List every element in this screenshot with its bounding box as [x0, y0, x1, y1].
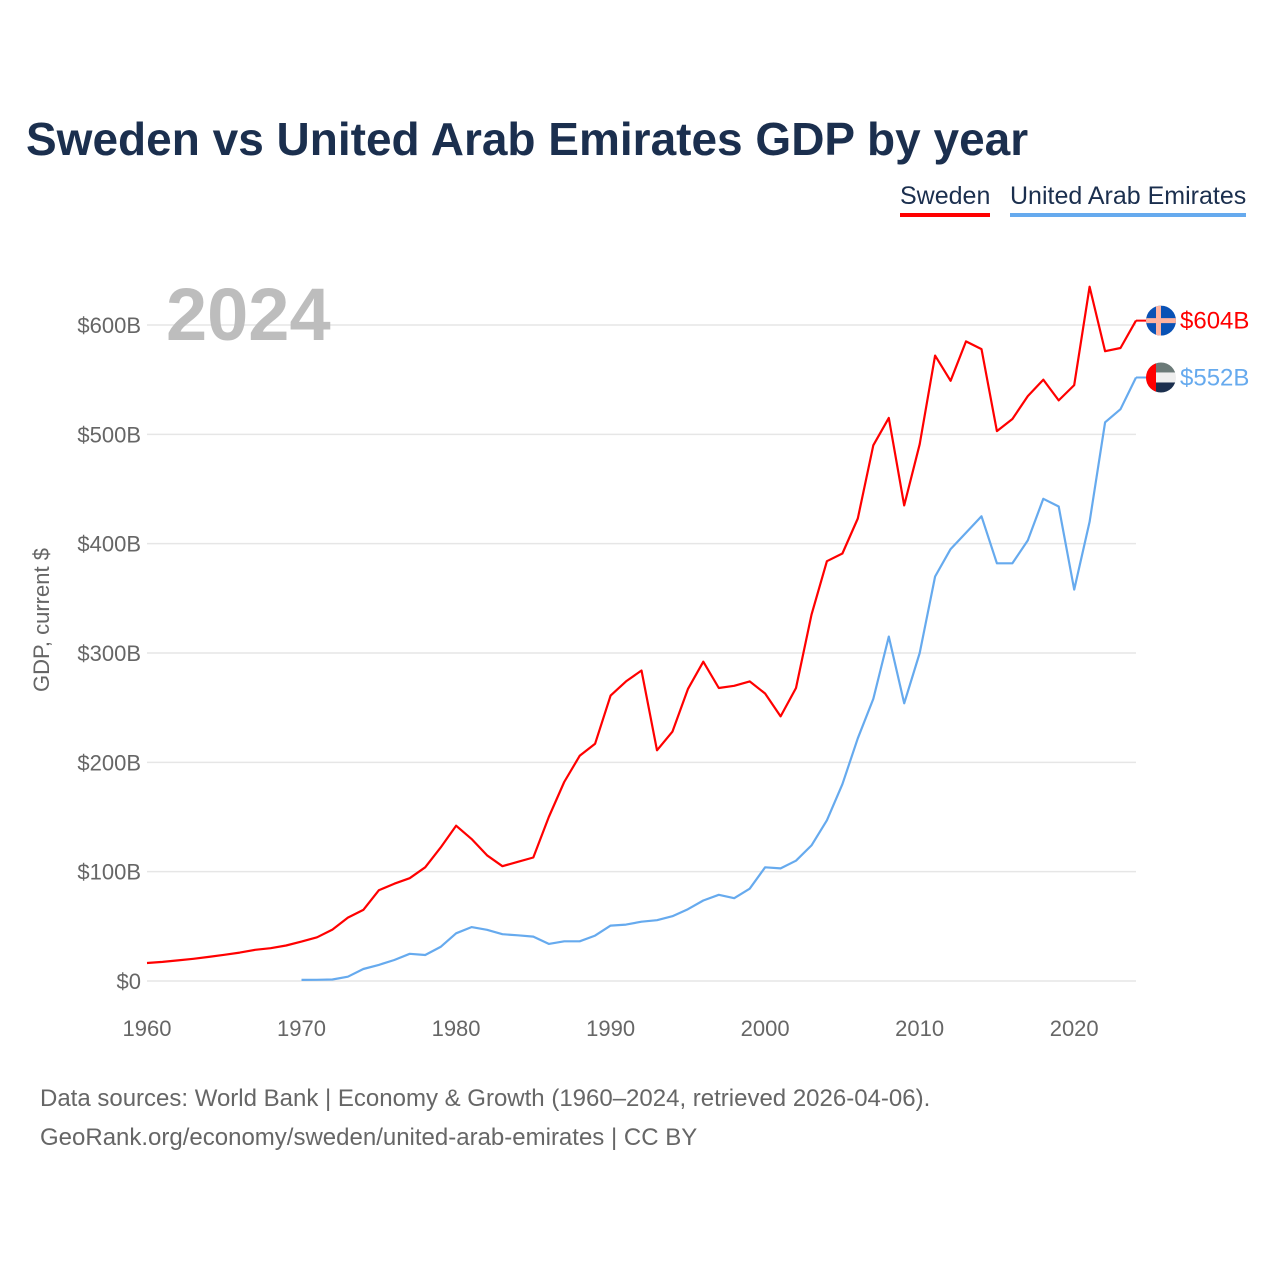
x-tick-label: 2000	[741, 1016, 790, 1041]
y-tick-label: $500B	[77, 422, 141, 447]
x-tick-label: 2020	[1050, 1016, 1099, 1041]
x-tick-label: 2010	[895, 1016, 944, 1041]
series-line-uae	[301, 377, 1137, 982]
chart-title: Sweden vs United Arab Emirates GDP by ye…	[26, 113, 1029, 165]
x-tick-label: 1980	[432, 1016, 481, 1041]
y-tick-label: $0	[117, 969, 141, 994]
y-tick-label: $100B	[77, 860, 141, 885]
series-line-sweden	[146, 285, 1137, 965]
y-tick-label: $600B	[77, 313, 141, 338]
uae-flag-icon	[1146, 362, 1176, 393]
x-tick-label: 1970	[277, 1016, 326, 1041]
y-tick-label: $200B	[77, 750, 141, 775]
footer-sources: Data sources: World Bank | Economy & Gro…	[40, 1085, 931, 1112]
y-tick-label: $300B	[77, 641, 141, 666]
x-tick-label: 1960	[123, 1016, 172, 1041]
end-value-label: $604B	[1180, 308, 1249, 335]
legend-sweden[interactable]: Sweden	[900, 182, 991, 217]
legend-uae[interactable]: United Arab Emirates	[1010, 182, 1247, 217]
sweden-flag-icon	[1146, 305, 1176, 336]
year-label: 2024	[166, 273, 331, 356]
x-tick-label: 1990	[586, 1016, 635, 1041]
y-tick-label: $400B	[77, 532, 141, 557]
footer-link[interactable]: GeoRank.org/economy/sweden/united-arab-e…	[40, 1124, 698, 1151]
end-value-label: $552B	[1180, 364, 1249, 391]
